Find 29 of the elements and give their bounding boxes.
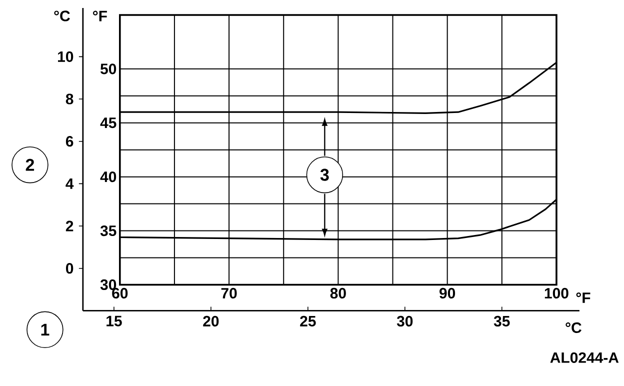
y-tick-label: 50 (100, 64, 116, 74)
x-tick-label: 80 (330, 288, 346, 299)
x-tick-label: 90 (440, 288, 456, 299)
y2-tick-label: 0 (66, 263, 74, 274)
y2-tick-label: 6 (66, 136, 74, 147)
y-tick-label: 30 (100, 280, 116, 290)
y2-axis-title: °C (54, 10, 70, 22)
x2-tick-label: 35 (494, 316, 510, 327)
text: 1 (41, 324, 50, 336)
y-tick-label: 35 (100, 226, 116, 236)
text: 2 (26, 159, 34, 171)
x-tick-label: 100 (544, 288, 568, 299)
y-axis-title: °F (92, 10, 107, 22)
x2-tick-label: 15 (106, 316, 122, 327)
x-axis-title: °F (576, 292, 590, 304)
y-tick-label: 40 (100, 172, 116, 182)
y2-tick-label: 8 (66, 94, 74, 104)
x2-tick-label: 20 (203, 316, 219, 327)
x-tick-label: 70 (221, 288, 237, 299)
x2-tick-label: 25 (300, 316, 316, 327)
y2-tick-label: 10 (58, 52, 74, 62)
annotation: 3 (320, 168, 329, 182)
y2-tick-label: 4 (66, 178, 74, 190)
y-tick-label: 45 (100, 118, 116, 128)
y2-tick-label: 2 (66, 220, 74, 232)
x2-axis-title: °C (566, 322, 582, 334)
x-tick-label: 60 (112, 288, 128, 299)
text: AL0244-A (550, 352, 619, 364)
x2-tick-label: 30 (396, 316, 413, 327)
